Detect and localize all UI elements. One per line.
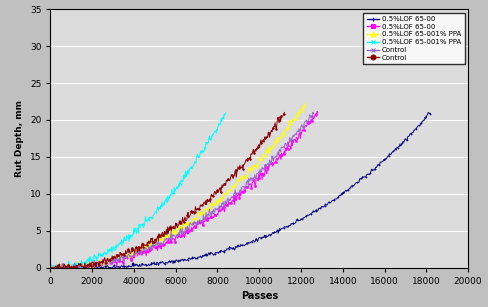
X-axis label: Passes: Passes — [241, 291, 278, 301]
Legend: 0.5%LOF 65-00, 0.5%LOF 65-00, 0.5%LOF 65-001% PPA, 0.5%LOF 65-001% PPA, Control,: 0.5%LOF 65-00, 0.5%LOF 65-00, 0.5%LOF 65… — [363, 13, 465, 64]
Y-axis label: Rut Depth, mm: Rut Depth, mm — [15, 100, 24, 177]
